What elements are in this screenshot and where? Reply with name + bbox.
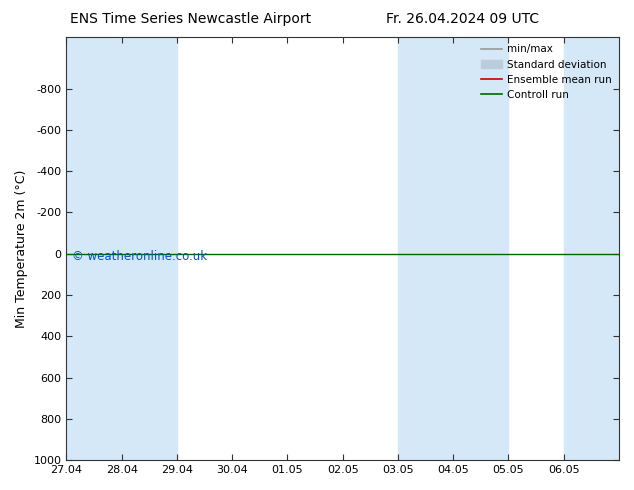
Text: Fr. 26.04.2024 09 UTC: Fr. 26.04.2024 09 UTC [386, 12, 540, 26]
Bar [122, 37, 177, 460]
Bar [67, 37, 122, 460]
Y-axis label: Min Temperature 2m (°C): Min Temperature 2m (°C) [15, 170, 28, 328]
Text: ENS Time Series Newcastle Airport: ENS Time Series Newcastle Airport [70, 12, 311, 26]
Text: © weatheronline.co.uk: © weatheronline.co.uk [72, 250, 207, 263]
Bar [398, 37, 453, 460]
Bar [453, 37, 508, 460]
Bar [564, 37, 619, 460]
Legend: min/max, Standard deviation, Ensemble mean run, Controll run: min/max, Standard deviation, Ensemble me… [477, 40, 616, 104]
